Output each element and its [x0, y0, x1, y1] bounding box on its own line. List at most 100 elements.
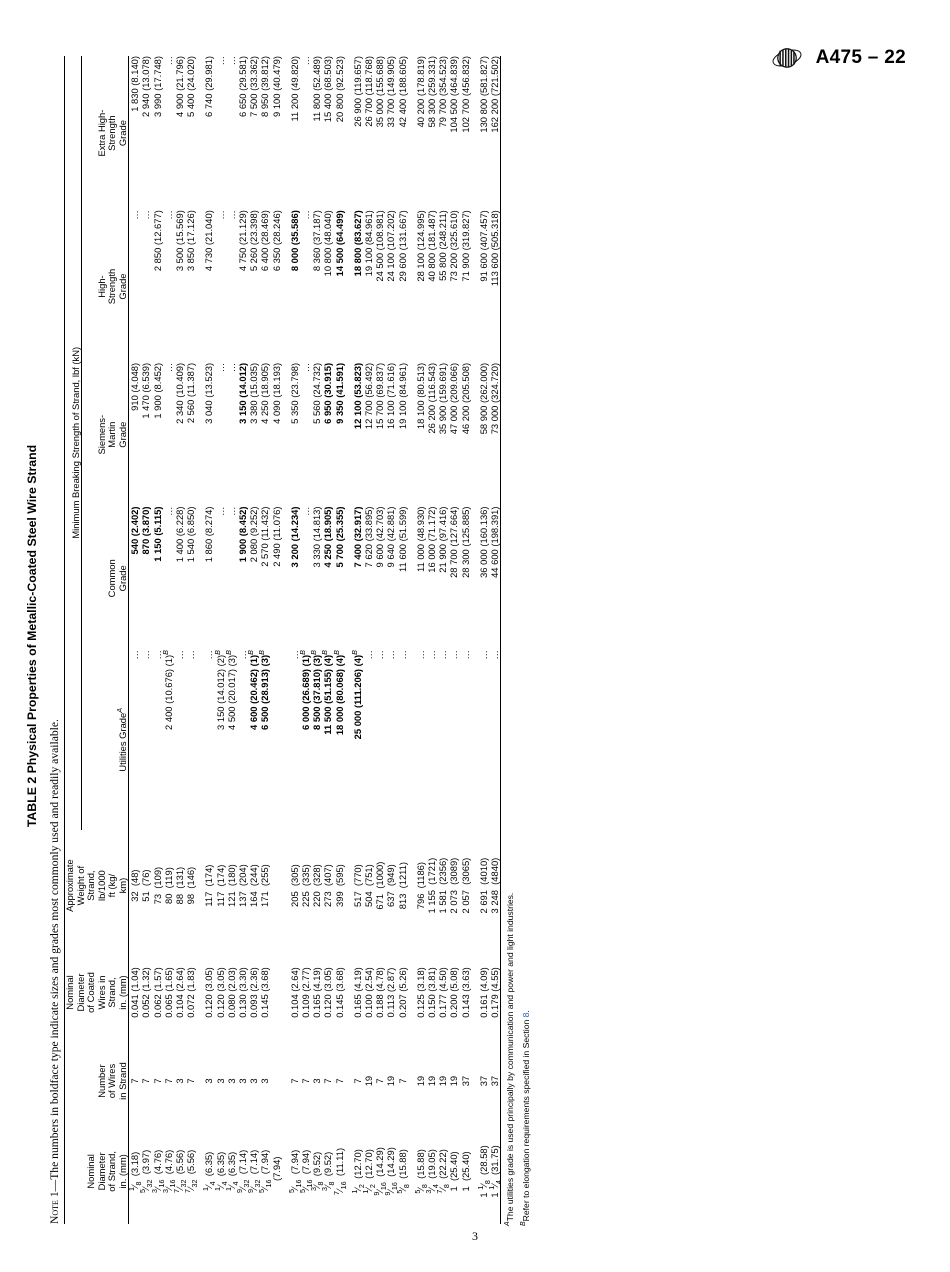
cell-nominal-diameter-strand: 7⁄16 (11.11)	[331, 1147, 348, 1195]
cell-wd_in: 0.165 (4.19)	[311, 967, 323, 1018]
cell-wd_in	[271, 942, 282, 1044]
col-head-number-of-wires: Number of Wires in Strand	[95, 1062, 128, 1100]
cell-utilities: …	[489, 650, 501, 660]
cell-approximate-weight: 1 581 (2356)	[437, 857, 449, 914]
cell-siemens: 6 950 (30.915)	[322, 362, 334, 424]
cell-utilities: …	[459, 650, 471, 660]
spacer-cell	[196, 56, 203, 1224]
cell-common: 9 600 (42.703)	[374, 506, 386, 568]
cell-extra: 58 300 (259.331)	[426, 56, 438, 128]
cell-approximate-weight: 117 (174)	[214, 864, 226, 907]
cell-high: 71 900 (319.827)	[459, 210, 471, 282]
cell-siemens: 4 090 (18.193)	[270, 362, 282, 424]
cell-utilities: 6 500 (28.913) (3)B	[257, 650, 271, 730]
cell-siemens: 1 470 (6.539)	[140, 362, 152, 419]
cell-wires: 3	[248, 1078, 260, 1084]
table-row: 5⁄16 (7.94) 7 0.104 (2.64) 205 (305) … 3 200 …	[286, 56, 303, 1224]
table-row: 3⁄16 (4.76) 7 0.065 (1.65) 80 (119) 2 400 (1…	[161, 56, 177, 1224]
cell-extra: 11 200 (49.820)	[288, 56, 300, 122]
cell-common: 16 000 (71.172)	[426, 506, 438, 573]
page-number: 3	[472, 1229, 478, 1243]
cell-wd_in: 0.161 (4.09)	[477, 967, 489, 1018]
cell-wd_in: 0.145 (3.68)	[259, 967, 271, 1018]
cell-wd_in: 0.200 (5.08)	[448, 967, 460, 1018]
cell-approximate-weight: 813 (1211)	[396, 861, 408, 910]
cell-extra: 104 500 (464.839)	[448, 56, 460, 133]
cell-high: 19 100 (84.961)	[363, 210, 375, 277]
cell-wires: 7	[351, 1078, 363, 1084]
cell-utilities: …	[174, 650, 185, 660]
cell-utilities: 4 600 (20.462) (1)B	[246, 650, 260, 730]
cell-siemens: 19 100 (84.961)	[396, 362, 408, 430]
cell-approximate-weight: 2 057 (3065)	[459, 857, 471, 914]
cell-extra: 3 990 (17.748)	[151, 56, 163, 117]
cell-approximate-weight: 637 (949)	[385, 864, 397, 907]
cell-wires: 37	[477, 1075, 489, 1087]
cell-approximate-weight: 205 (305)	[288, 864, 300, 907]
cell-utilities: …	[203, 650, 215, 660]
cell-common: …	[225, 506, 237, 516]
cell-siemens: 4 250 (18.905)	[259, 362, 271, 424]
cell-approximate-weight: 517 (770)	[351, 864, 363, 907]
group-header-row: Nominal Diameter of Strand, in. (mm) Num…	[64, 56, 128, 1224]
cell-siemens: 2 560 (11.387)	[185, 362, 197, 424]
cell-high: 113 600 (505.318)	[489, 210, 501, 287]
cell-nominal-diameter-strand: 5⁄32 (3.97)	[138, 1149, 155, 1194]
footnote-b-suffix: .	[520, 1010, 531, 1013]
table-row: 5⁄8 (15.88) 19 0.125 (3.18) 796 (1186) … 11 0…	[413, 56, 429, 1224]
cell-nominal-diameter-strand: 9⁄32 (7.14)	[234, 1149, 251, 1194]
cell-wd_in: 0.150 (3.81)	[426, 967, 438, 1018]
cell-wires: 3	[214, 1078, 226, 1084]
table-row: 7⁄32 (5.56) 7 0.072 (1.83) 98 (146) … 1 540 (…	[183, 56, 200, 1224]
cell-nominal-diameter-strand: 5⁄8 (15.88)	[394, 1149, 411, 1194]
cell-high: 55 800 (248.211)	[437, 210, 449, 281]
cell-extra: 6 740 (29.981)	[203, 56, 215, 117]
col-head-high-strength-grade: High- Strength Grade	[95, 268, 128, 305]
spacer-cell	[345, 56, 352, 1224]
cell-utilities: …	[151, 650, 163, 660]
cell-high: 29 600 (131.667)	[396, 210, 408, 282]
cell-high: …	[129, 210, 141, 220]
cell-nominal-diameter-strand: 1 (25.40)	[448, 1151, 460, 1192]
cell-high: 14 500 (64.499)	[333, 210, 345, 277]
cell-wd_in: 0.072 (1.83)	[185, 967, 197, 1018]
cell-extra: 33 700 (149.905)	[385, 56, 397, 128]
cell-approximate-weight: 2 691 (4010)	[477, 857, 489, 914]
table-row-spacer	[196, 56, 203, 1224]
cell-wd_in: 0.113 (2.87)	[385, 967, 397, 1018]
cell-extra: …	[214, 56, 226, 66]
section-link[interactable]: 8	[520, 1012, 531, 1018]
cell-common: 2 080 (9.252)	[248, 506, 260, 563]
cell-high: 24 100 (107.202)	[385, 210, 397, 282]
cell-nominal-diameter-strand: 7⁄8 (22.22)	[435, 1149, 452, 1194]
cell-siemens: 18 100 (80.513)	[414, 362, 426, 430]
cell-approximate-weight: 98 (146)	[185, 866, 197, 905]
cell-utilities: 3 150 (14.012) (2)B	[212, 650, 226, 730]
table-row: 1 (25.40) 37 0.143 (3.63) 2 057 (3065) … 28 3…	[460, 56, 471, 1224]
footnote-b: BRefer to elongation requirements specif…	[520, 46, 533, 1226]
cell-approximate-weight: 32 (48)	[129, 869, 141, 902]
table-row: 1⁄4 (6.35) 3 0.080 (2.03) 121 (180) 4 500 (2…	[224, 56, 240, 1224]
cell-common: 36 000 (160.136)	[477, 506, 489, 578]
table-row: 1⁄4 (6.35) 3 0.120 (3.05) 117 (174) … 1 860 (…	[201, 56, 217, 1224]
cell-wires: 19	[437, 1075, 449, 1087]
cell-siemens: 16 100 (71.616)	[385, 362, 397, 430]
cell-wd_in: 0.093 (2.36)	[248, 967, 260, 1018]
cell-approximate-weight: 171 (255)	[259, 864, 271, 907]
cell-common: 2 570 (11.432)	[259, 506, 271, 567]
cell-utilities: …	[374, 650, 386, 660]
cell-nominal-diameter-strand: 5⁄16 (7.94)	[286, 1149, 303, 1194]
spacer-cell	[408, 56, 415, 1224]
cell-nominal-diameter-strand: 7⁄32 (5.56)	[171, 1149, 188, 1194]
table-row: 3⁄16 (4.76) 7 0.062 (1.57) 73 (109) … 1 150 (…	[149, 56, 165, 1224]
astm-logo-icon	[772, 45, 806, 71]
table-row-spacer	[471, 56, 478, 1224]
cell-nominal-diameter-strand: 7⁄32 (5.56)	[183, 1149, 200, 1194]
cell-nominal-diameter-strand: 3⁄4 (19.05)	[423, 1149, 440, 1194]
table-row: 7⁄16 (11.11) 7 0.145 (3.68) 399 (595) 18 000…	[331, 56, 348, 1224]
cell-nominal-diameter-strand: 1⁄2 (12.70)	[349, 1149, 366, 1194]
cell-extra: 15 400 (68.503)	[322, 56, 334, 123]
table-row: 3⁄4 (19.05) 19 0.150 (3.81) 1 155 (1721) … 16…	[423, 56, 440, 1224]
cell-siemens: 5 560 (24.732)	[311, 362, 323, 424]
cell-wd_in: 0.080 (2.03)	[225, 967, 237, 1018]
